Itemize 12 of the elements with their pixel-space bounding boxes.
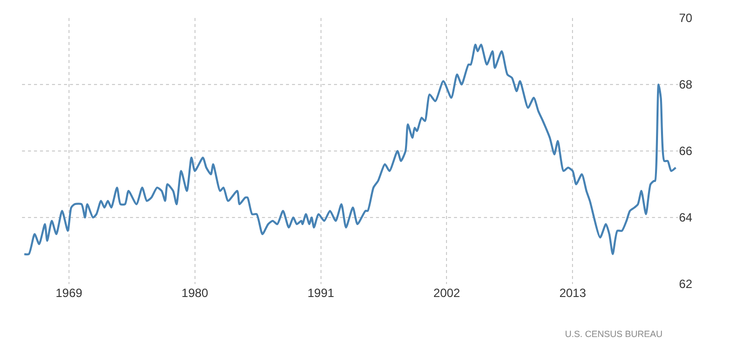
x-tick-label: 1969 <box>56 286 83 300</box>
x-tick-label: 1991 <box>307 286 334 300</box>
y-tick-label: 70 <box>679 11 693 26</box>
x-tick-label: 2002 <box>433 286 460 300</box>
y-tick-label: 66 <box>679 144 693 158</box>
y-tick-label: 62 <box>679 277 693 292</box>
x-tick-label: 2013 <box>559 286 586 300</box>
x-tick-label: 1980 <box>182 286 209 300</box>
text: U.S. CENSUS BUREAU <box>565 329 663 339</box>
y-tick-label: 68 <box>679 78 693 92</box>
line-series <box>23 44 677 256</box>
y-tick-label: 64 <box>679 210 693 225</box>
